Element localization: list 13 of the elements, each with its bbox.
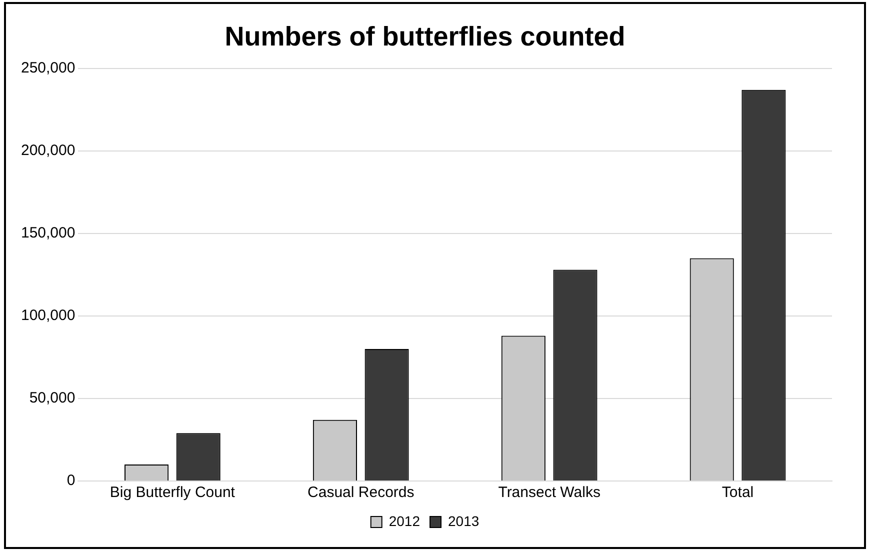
- y-tick-label: 0: [66, 472, 76, 490]
- y-tick-label: 150,000: [20, 224, 76, 242]
- legend-label: 2013: [448, 512, 480, 529]
- legend-label: 2012: [388, 512, 420, 529]
- y-tick-label: 250,000: [20, 60, 76, 77]
- x-tick-label: Casual Records: [308, 484, 414, 502]
- y-tick-label: 100,000: [20, 307, 76, 324]
- y-tick-label: 200,000: [20, 142, 76, 160]
- x-tick-label: Big Butterfly Count: [110, 484, 236, 502]
- x-tick-label: Total: [722, 484, 754, 502]
- x-tick-label: Transect Walks: [498, 484, 600, 502]
- chart-title: Numbers of butterflies counted: [224, 22, 626, 52]
- y-tick-label: 50,000: [29, 390, 76, 407]
